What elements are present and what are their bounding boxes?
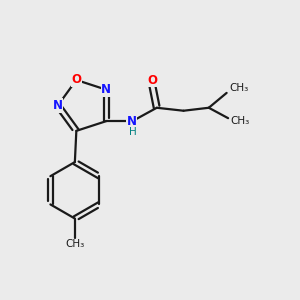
- Text: CH₃: CH₃: [229, 83, 248, 93]
- Text: N: N: [101, 83, 111, 96]
- Text: N: N: [53, 99, 63, 112]
- Text: CH₃: CH₃: [65, 239, 85, 249]
- Text: CH₃: CH₃: [230, 116, 250, 126]
- Text: O: O: [71, 74, 81, 86]
- Text: H: H: [129, 127, 137, 136]
- Text: O: O: [147, 74, 157, 87]
- Text: N: N: [127, 115, 136, 128]
